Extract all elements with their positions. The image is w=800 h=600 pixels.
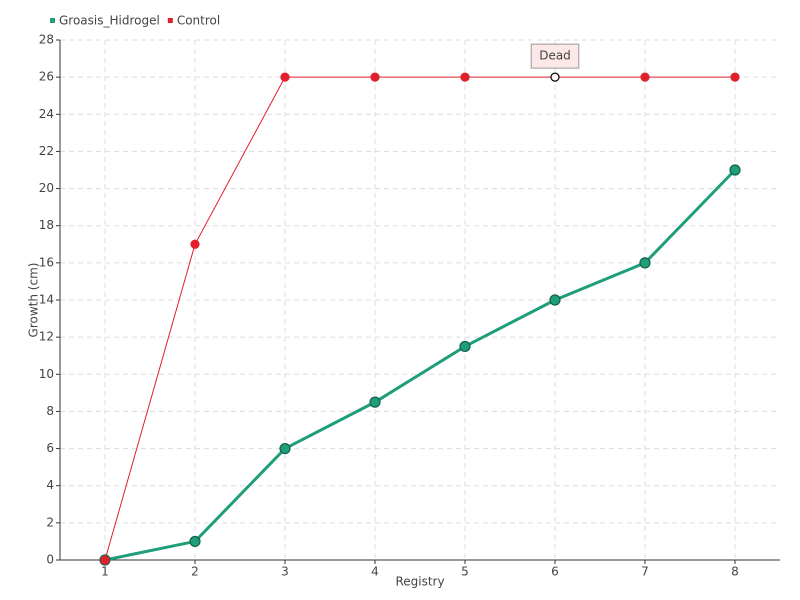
data-point xyxy=(639,257,651,269)
y-tick-label: 4 xyxy=(46,478,54,492)
data-point xyxy=(370,72,380,82)
y-tick-label: 18 xyxy=(39,218,54,232)
y-tick-label: 24 xyxy=(39,107,54,121)
series-line xyxy=(104,168,737,562)
legend-label: Groasis_Hidrogel xyxy=(59,14,160,28)
x-tick-label: 8 xyxy=(731,565,739,579)
data-point xyxy=(279,442,291,455)
x-tick-label: 7 xyxy=(641,565,649,579)
legend-label: Control xyxy=(177,14,220,28)
x-tick-label: 2 xyxy=(191,565,199,579)
y-tick-label: 10 xyxy=(39,367,54,381)
annotation: Dead xyxy=(530,43,580,69)
annotation-text: Dead xyxy=(539,49,571,63)
data-point xyxy=(100,555,110,565)
data-point xyxy=(459,340,471,353)
y-tick-label: 2 xyxy=(46,515,54,529)
legend-swatch xyxy=(167,18,173,23)
x-tick-label: 6 xyxy=(551,565,559,579)
annotation-box xyxy=(530,43,580,69)
x-tick-label: 5 xyxy=(461,565,469,579)
y-tick-label: 28 xyxy=(39,33,54,47)
y-axis-title: Growth (cm) xyxy=(27,263,41,338)
legend-swatch xyxy=(50,18,55,23)
series-line xyxy=(104,76,735,561)
y-tick-label: 6 xyxy=(46,441,54,455)
y-tick-label: 12 xyxy=(39,330,54,344)
y-tick-label: 16 xyxy=(39,255,54,269)
y-tick-label: 8 xyxy=(46,404,54,418)
data-point xyxy=(369,396,381,408)
y-tick-label: 26 xyxy=(39,70,54,84)
data-point xyxy=(729,164,741,176)
y-tick-label: 22 xyxy=(39,144,54,158)
data-point xyxy=(280,72,290,82)
x-tick-label: 4 xyxy=(371,565,379,579)
data-point xyxy=(549,294,561,306)
x-tick-label: 1 xyxy=(101,565,109,579)
data-point xyxy=(460,72,470,82)
x-axis-title: Registry xyxy=(395,575,444,589)
data-point xyxy=(730,72,740,82)
data-point xyxy=(190,239,200,249)
data-point xyxy=(550,72,560,82)
y-tick-label: 14 xyxy=(39,293,54,307)
y-tick-label: 0 xyxy=(46,553,54,567)
data-point xyxy=(640,72,650,82)
y-tick-label: 20 xyxy=(39,181,54,195)
x-tick-label: 3 xyxy=(281,565,289,579)
data-point xyxy=(189,535,201,548)
